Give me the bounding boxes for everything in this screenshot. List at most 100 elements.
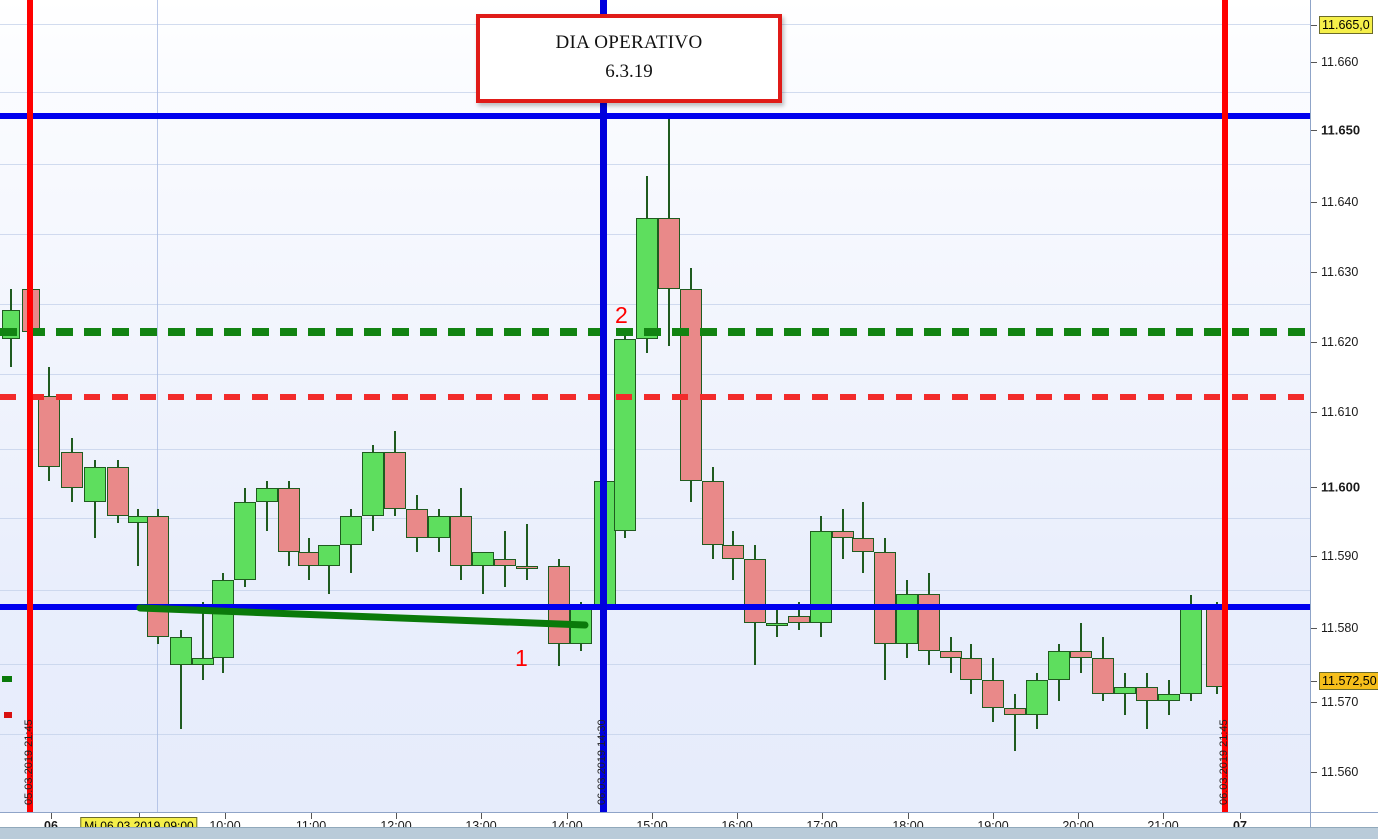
candlestick	[1180, 594, 1202, 701]
annotation-number-1[interactable]: 1	[515, 645, 528, 671]
candle-wick	[180, 630, 182, 730]
candle-wick	[1146, 672, 1148, 730]
price-tick-label: 11.660	[1321, 55, 1359, 69]
candlestick	[1048, 644, 1070, 701]
price-tick	[1311, 412, 1317, 413]
time-tick	[1163, 813, 1164, 819]
session-start[interactable]	[27, 0, 33, 812]
candlestick	[1004, 693, 1026, 751]
price-tick	[1311, 202, 1317, 203]
candle-body	[278, 487, 300, 552]
candlestick	[548, 559, 570, 666]
price-tick	[1311, 628, 1317, 629]
price-tick-label: 11.610	[1321, 405, 1359, 419]
candle-body	[516, 566, 538, 570]
candlestick	[810, 516, 832, 638]
annotation-title-box[interactable]: DIA OPERATIVO 6.3.19	[476, 14, 782, 103]
time-tick	[737, 813, 738, 819]
candlestick	[896, 580, 918, 659]
vertical-gridline	[157, 0, 158, 812]
chart-plot-area[interactable]: 05.03.2019 21:45 06.03.2019 14:30 06.03.20…	[0, 0, 1310, 812]
candlestick	[340, 509, 362, 574]
candlestick	[278, 480, 300, 567]
price-tag-tick	[1311, 25, 1317, 26]
candle-body	[788, 615, 810, 623]
candle-wick	[266, 480, 268, 531]
time-tick	[1240, 813, 1241, 819]
horizontal-gridline	[0, 449, 1310, 450]
candlestick	[61, 438, 83, 503]
high-price-tag[interactable]: 11.665,0	[1319, 16, 1373, 34]
candle-body	[874, 551, 896, 645]
price-tick-label: 11.640	[1321, 195, 1359, 209]
time-tick	[51, 813, 52, 819]
upper-blue-level[interactable]	[0, 113, 1310, 119]
candle-body	[636, 218, 658, 339]
candle-body	[212, 580, 234, 659]
candle-body	[298, 551, 320, 567]
candle-body	[362, 452, 384, 517]
candle-body	[982, 679, 1004, 709]
candle-body	[406, 509, 428, 538]
candlestick	[170, 630, 192, 730]
candle-body	[896, 594, 918, 645]
red-dashed-level[interactable]	[0, 394, 1310, 400]
time-tick	[396, 813, 397, 819]
price-axis[interactable]: 11.660 11.650 11.640 11.630 11.620 11.610 11.6…	[1310, 0, 1378, 812]
candle-body	[1026, 679, 1048, 716]
candle-body	[658, 218, 680, 290]
time-tick	[1078, 813, 1079, 819]
time-tick	[311, 813, 312, 819]
candle-body	[1136, 686, 1158, 701]
candle-body	[450, 516, 472, 567]
price-tick	[1311, 772, 1317, 773]
candle-body	[428, 516, 450, 538]
horizontal-gridline	[0, 374, 1310, 375]
price-tag-tick	[1311, 681, 1317, 682]
time-tick	[567, 813, 568, 819]
session-end[interactable]	[1222, 0, 1228, 812]
candle-body	[832, 530, 854, 538]
candle-body	[84, 466, 106, 503]
candle-body	[766, 622, 788, 626]
candle-wick	[526, 523, 528, 581]
horizontal-gridline	[0, 664, 1310, 665]
candle-body	[680, 289, 702, 481]
candlestick	[192, 601, 214, 680]
operative-time[interactable]	[600, 0, 607, 812]
green-dashed-level[interactable]	[0, 328, 1310, 336]
candlestick	[1092, 637, 1114, 701]
candle-body	[960, 658, 982, 680]
candle-body	[192, 658, 214, 666]
candlestick	[318, 544, 340, 595]
candle-body	[38, 395, 60, 467]
candle-body	[147, 516, 169, 638]
lower-blue-level[interactable]	[0, 604, 1310, 610]
candlestick	[1070, 622, 1092, 673]
candle-body	[1048, 651, 1070, 680]
time-tick	[481, 813, 482, 819]
annotation-title-line2: 6.3.19	[605, 61, 653, 82]
candlestick	[256, 480, 278, 531]
candle-body	[170, 637, 192, 666]
candle-body	[256, 487, 278, 503]
candle-body	[852, 537, 874, 552]
candlestick	[658, 118, 680, 346]
candlestick	[384, 431, 406, 517]
candle-body	[702, 480, 724, 545]
candle-wick	[1014, 693, 1016, 751]
candle-wick	[1124, 672, 1126, 716]
annotation-number-2[interactable]: 2	[615, 302, 628, 328]
candlestick	[472, 551, 494, 595]
candle-wick	[482, 551, 484, 595]
candle-body	[494, 558, 516, 567]
session-end-label: 06.03.2019 21:45	[1218, 719, 1230, 805]
status-bar	[0, 827, 1378, 839]
last-price-tag[interactable]: 11.572,50	[1319, 672, 1378, 690]
candle-body	[744, 558, 766, 623]
candle-body	[1114, 686, 1136, 694]
candlestick	[147, 509, 169, 645]
price-tick-label: 11.590	[1321, 549, 1359, 563]
candle-body	[61, 452, 83, 488]
candlestick	[362, 445, 384, 531]
